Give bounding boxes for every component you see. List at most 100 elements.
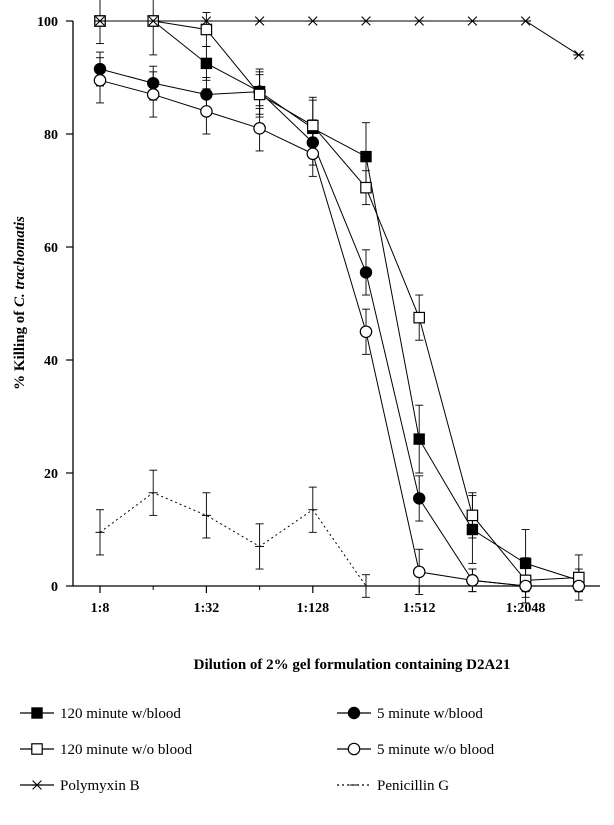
marker-filled-circle bbox=[359, 266, 373, 279]
legend: 120 minute w/blood 5 minute w/blood 120 mi… bbox=[20, 706, 495, 794]
series-line bbox=[99, 68, 579, 587]
data-point bbox=[31, 780, 43, 790]
legend-label: 120 minute w/blood bbox=[60, 706, 181, 722]
markers-penicillin-g bbox=[95, 492, 371, 587]
data-point bbox=[93, 74, 107, 87]
data-point bbox=[94, 16, 106, 26]
legend-item: Penicillin G bbox=[337, 778, 449, 794]
data-point bbox=[31, 743, 43, 755]
marker-filled-square bbox=[519, 557, 532, 570]
marker-asterisk-stroke bbox=[308, 16, 318, 26]
marker-filled-square bbox=[31, 707, 43, 719]
data-point bbox=[360, 16, 372, 26]
data-point bbox=[413, 311, 425, 324]
marker-filled-circle bbox=[347, 706, 361, 720]
marker-open-circle bbox=[519, 579, 532, 593]
series-line bbox=[100, 20, 580, 56]
data-point bbox=[200, 16, 212, 26]
marker-open-square bbox=[360, 181, 372, 194]
data-point bbox=[200, 105, 213, 118]
marker-filled-circle bbox=[306, 136, 319, 149]
y-axis-ticks: 0 20 40 60 80 100 bbox=[37, 15, 73, 595]
marker-asterisk-stroke bbox=[201, 16, 212, 26]
legend-item: 5 minute w/blood bbox=[337, 706, 483, 722]
legend-item: 120 minute w/blood bbox=[20, 706, 181, 722]
data-point bbox=[93, 62, 107, 76]
series-5-minute-w-blood bbox=[96, 51, 583, 593]
y-tick-label: 80 bbox=[44, 128, 58, 143]
data-point bbox=[359, 266, 373, 279]
data-point bbox=[200, 23, 213, 36]
y-tick-label: 100 bbox=[37, 15, 58, 30]
data-point bbox=[360, 181, 372, 194]
marker-open-circle bbox=[347, 742, 361, 756]
x-tick-label: 1:32 bbox=[194, 601, 220, 616]
y-tick-label: 60 bbox=[44, 241, 58, 256]
data-point bbox=[347, 706, 361, 720]
marker-open-square bbox=[466, 509, 479, 522]
data-point bbox=[466, 574, 479, 587]
data-point bbox=[572, 579, 586, 593]
legend-label: 5 minute w/o blood bbox=[377, 742, 495, 758]
x-axis-title: Dilution of 2% gel formulation containin… bbox=[194, 657, 511, 673]
marker-filled-circle bbox=[93, 62, 107, 76]
data-point bbox=[306, 147, 320, 161]
marker-open-circle bbox=[93, 74, 107, 87]
data-point bbox=[306, 136, 319, 149]
data-point bbox=[413, 433, 425, 445]
marker-open-circle bbox=[200, 105, 213, 118]
marker-filled-circle bbox=[147, 76, 160, 90]
marker-asterisk-stroke bbox=[32, 780, 42, 790]
series-120-minute-w-blood bbox=[100, 20, 583, 598]
data-point bbox=[200, 88, 213, 101]
data-point bbox=[147, 76, 160, 90]
data-point bbox=[413, 16, 425, 26]
data-point bbox=[31, 707, 43, 719]
marker-filled-square bbox=[466, 523, 479, 536]
data-point bbox=[573, 50, 585, 60]
data-point bbox=[520, 16, 532, 26]
marker-open-circle bbox=[306, 147, 320, 161]
data-point bbox=[519, 557, 532, 570]
data-point bbox=[254, 16, 266, 26]
data-point bbox=[200, 57, 213, 70]
marker-asterisk-stroke bbox=[467, 16, 478, 26]
legend-item: 120 minute w/o blood bbox=[20, 742, 193, 758]
marker-asterisk-stroke bbox=[95, 16, 105, 26]
x-tick-label: 1:512 bbox=[403, 601, 436, 616]
marker-open-square bbox=[307, 119, 319, 132]
series-polymyxin-b bbox=[100, 20, 580, 56]
y-tick-label: 40 bbox=[44, 354, 58, 369]
marker-open-circle bbox=[412, 565, 426, 579]
marker-open-circle bbox=[146, 88, 160, 101]
marker-open-circle bbox=[572, 579, 586, 593]
y-axis-title: % Killing of C. trachomatis bbox=[12, 216, 28, 390]
legend-label: 5 minute w/blood bbox=[377, 706, 483, 722]
series-penicillin-g bbox=[96, 469, 370, 598]
data-point bbox=[360, 150, 372, 163]
y-tick-label: 20 bbox=[44, 467, 58, 482]
marker-open-square bbox=[31, 743, 43, 755]
data-point bbox=[412, 565, 426, 579]
marker-filled-square bbox=[360, 150, 372, 163]
x-axis-ticks: 1:8 1:32 1:128 1:512 1:2048 bbox=[91, 586, 580, 616]
marker-asterisk-stroke bbox=[574, 50, 584, 60]
series-5-minute-w-o-blood bbox=[96, 57, 583, 595]
plot-area: 0 20 40 60 80 100 1:8 1:32 1:128 1:512 1:2048 bbox=[37, 0, 600, 616]
x-tick-label: 1:128 bbox=[296, 601, 329, 616]
series-line bbox=[100, 20, 579, 581]
marker-open-square bbox=[413, 311, 425, 324]
data-point bbox=[307, 16, 319, 26]
x-tick-label: 1:2048 bbox=[506, 601, 546, 616]
marker-asterisk-stroke bbox=[414, 16, 424, 26]
y-tick-label: 0 bbox=[51, 580, 58, 595]
markers-5-minute-w-o-blood bbox=[93, 74, 586, 593]
series-layer bbox=[93, 0, 586, 604]
data-point bbox=[466, 523, 479, 536]
marker-open-square bbox=[200, 23, 213, 36]
data-point bbox=[307, 119, 319, 132]
legend-item: Polymyxin B bbox=[20, 778, 140, 794]
markers-120-minute-w-blood bbox=[94, 15, 585, 587]
legend-label: 120 minute w/o blood bbox=[60, 742, 193, 758]
